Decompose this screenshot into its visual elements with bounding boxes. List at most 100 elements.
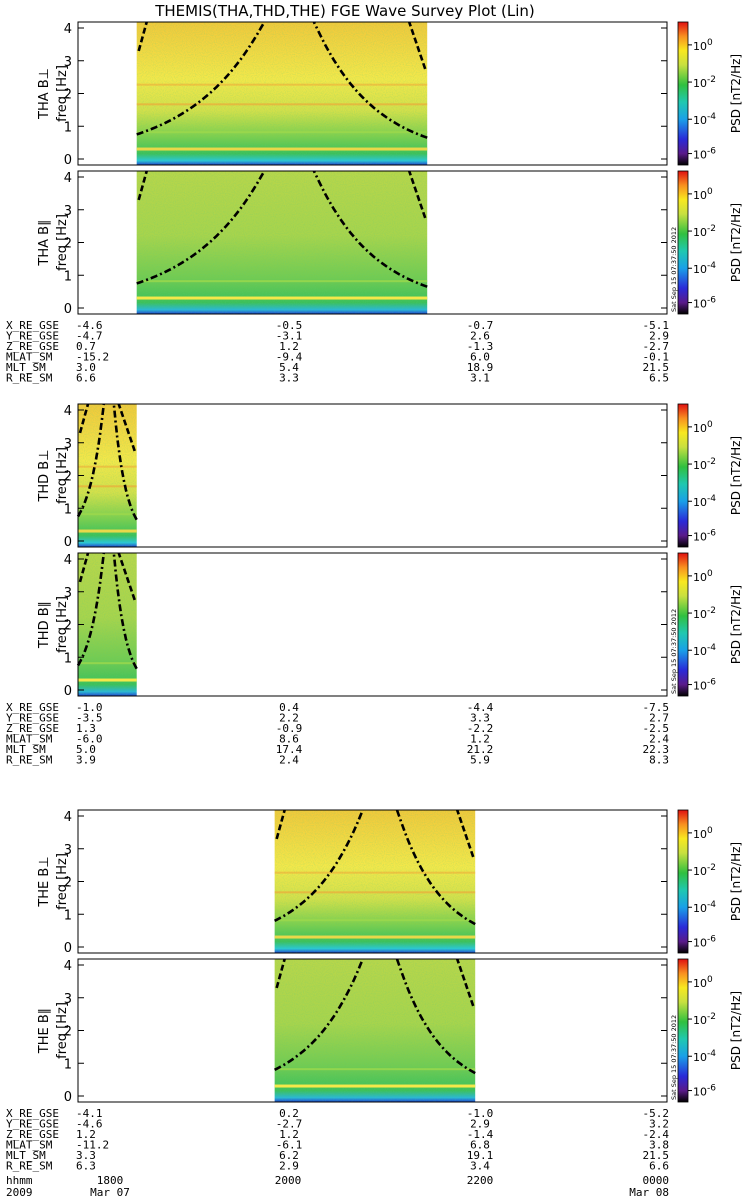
ytick-label: 2	[64, 619, 72, 634]
ephemeris-value: 0.7	[76, 340, 96, 353]
band-1p7hz	[274, 891, 476, 894]
panel-frame	[77, 403, 668, 548]
gyro-curve-corner-left	[275, 958, 286, 989]
colorbar-label: PSD [nT2/Hz]	[729, 842, 743, 921]
ephemeris-value: -0.5	[276, 319, 303, 332]
ytick-label: 3	[64, 437, 72, 452]
ephemeris-label: Y_RE_GSE	[6, 712, 59, 725]
colorbar	[677, 403, 689, 548]
gyro-curve-corner-left	[78, 403, 90, 434]
ytick-label: 4	[64, 404, 72, 419]
ephemeris-value: 6.0	[470, 351, 490, 364]
ephemeris-value: 6.6	[649, 1160, 669, 1173]
ephemeris-value: 0.2	[279, 1107, 299, 1120]
ephemeris-value: 2.2	[279, 712, 299, 725]
ephemeris-value: 17.4	[276, 743, 303, 756]
colorbar-label: PSD [nT2/Hz]	[729, 436, 743, 515]
ephemeris-value: 2.9	[279, 1160, 299, 1173]
gyro-curve-corner-right	[117, 403, 136, 452]
colorbar-label: PSD [nT2/Hz]	[729, 991, 743, 1070]
gyro-curve-right	[312, 170, 428, 288]
panel-tha-bperp: 0 1 2 3 4 THA B⊥ freq [Hz] 100 10-2 10-4 10-6 PSD […	[37, 21, 743, 168]
band-1p7hz	[78, 485, 137, 488]
ephemeris-label: Z_RE_GSE	[6, 722, 59, 735]
band-0p3hz	[78, 529, 137, 533]
spectrogram-noise	[136, 22, 428, 165]
colorbar-tick-label: 10-6	[693, 147, 716, 162]
ephemeris-row: X_RE_GSE -4.6 -0.5 -0.7 -5.1	[6, 319, 669, 332]
start-year-label: 2009	[6, 1186, 33, 1199]
band-0p3hz	[274, 1084, 476, 1088]
band-0p9hz	[274, 919, 476, 922]
ephemeris-label: X_RE_GSE	[6, 1107, 59, 1120]
ephemeris-value: 22.3	[643, 743, 670, 756]
ephemeris-value: 1.3	[76, 722, 96, 735]
ephemeris-value: -0.1	[643, 351, 670, 364]
ephemeris-value: -3.1	[276, 330, 303, 343]
ytick-label: 3	[64, 55, 72, 70]
ytick-label: 0	[64, 941, 72, 956]
ytick-label: 1	[64, 908, 72, 923]
ephemeris-value: -2.5	[643, 722, 670, 735]
time-tick-label: 1800	[97, 1174, 124, 1187]
band-0p3hz	[78, 678, 137, 682]
gyro-curve-corner-left	[137, 170, 148, 201]
ephemeris-row: MLT_SM 3.3 6.2 19.1 21.5	[6, 1149, 669, 1162]
panel-label: THE B⊥	[37, 856, 52, 907]
gyro-curve-corner-right	[455, 958, 475, 1007]
ephemeris-value: -2.7	[643, 340, 670, 353]
ytick-label: 0	[64, 302, 72, 317]
ephemeris-value: 6.5	[649, 372, 669, 385]
time-tick-label: 2000	[275, 1174, 302, 1187]
ephemeris-value: 2.4	[649, 733, 669, 746]
spectrogram-noise	[78, 404, 137, 547]
gyro-curve-corner-left	[275, 809, 286, 840]
gyro-curve-left	[274, 809, 365, 922]
band-1p7hz	[136, 103, 428, 106]
time-tick-label: 2200	[467, 1174, 494, 1187]
ephemeris-value: -5.1	[643, 319, 670, 332]
ephemeris-value: -3.5	[76, 712, 103, 725]
panel-label: THA B⊥	[37, 68, 52, 120]
ephemeris-value: -5.2	[643, 1107, 670, 1120]
ephemeris-label: X_RE_GSE	[6, 701, 59, 714]
ephemeris-value: 1.2	[470, 733, 490, 746]
ytick-label: 0	[64, 684, 72, 699]
colorbar-tick-label: 10-2	[693, 457, 716, 472]
colorbar-tick-label: 10-6	[693, 529, 716, 544]
ephemeris-value: -6.1	[276, 1139, 303, 1152]
ephemeris-value: 21.5	[643, 361, 670, 374]
colorbar-tick-label: 10-2	[693, 1012, 716, 1027]
colorbar-tick-label: 10-6	[693, 1084, 716, 1099]
band-0p9hz	[274, 1068, 476, 1071]
ephemeris-value: -1.4	[467, 1128, 494, 1141]
ytick-label: 2	[64, 470, 72, 485]
gyro-curve-left	[76, 552, 106, 667]
timestamp-label: Sat Sep 15 07:37:50 2012	[670, 609, 678, 694]
ephemeris-label: Z_RE_GSE	[6, 340, 59, 353]
ephemeris-row: Z_RE_GSE 1.2 1.2 -1.4 -2.4	[6, 1128, 669, 1141]
spectrogram-noise	[274, 959, 476, 1102]
time-axis-label: hhmm	[6, 1174, 33, 1187]
ytick-label: 2	[64, 876, 72, 891]
ephemeris-value: -1.0	[76, 701, 103, 714]
ephemeris-value: -1.0	[467, 1107, 494, 1120]
ephemeris-value: 1.2	[279, 340, 299, 353]
ephemeris-value: 3.0	[76, 361, 96, 374]
ephemeris-label: MLT_SM	[6, 361, 46, 374]
gyro-curve-right	[395, 809, 476, 926]
gyro-curve-left	[274, 958, 365, 1071]
gyro-curve-right	[112, 403, 138, 521]
ephemeris-label: MLT_SM	[6, 1149, 46, 1162]
ephemeris-value: -9.4	[276, 351, 303, 364]
panel-label: THD B⊥	[37, 449, 52, 502]
colorbar-tick-label: 10-4	[693, 1049, 716, 1064]
colorbar-label: PSD [nT2/Hz]	[729, 54, 743, 133]
ytick-label: 4	[64, 553, 72, 568]
ephemeris-value: 3.2	[649, 1118, 669, 1131]
ephemeris-value: -0.7	[467, 319, 494, 332]
ephemeris-value: 2.6	[470, 330, 490, 343]
colorbar-tick-label: 10-4	[693, 494, 716, 509]
